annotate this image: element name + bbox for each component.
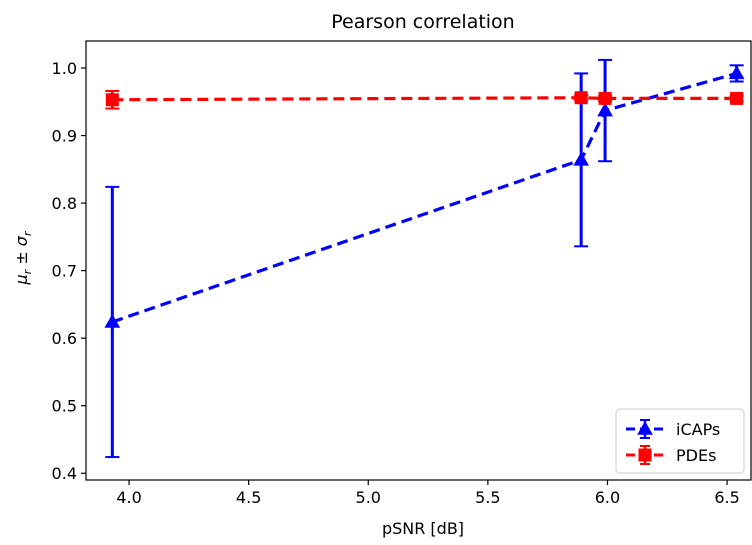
legend-marker-icaps bbox=[637, 420, 653, 435]
y-label-pm: ± bbox=[12, 246, 31, 270]
data-point-pdes bbox=[730, 91, 744, 105]
x-tick-label: 4.5 bbox=[236, 488, 261, 507]
y-label-sub-1: r bbox=[21, 268, 34, 274]
data-point-icaps bbox=[728, 65, 745, 80]
y-label-sub-2: r bbox=[21, 230, 34, 236]
y-axis-label: μr ± σr bbox=[12, 230, 34, 285]
data-point-pdes bbox=[574, 91, 588, 105]
legend-label-pdes: PDEs bbox=[676, 446, 716, 465]
series-line-icaps bbox=[111, 71, 738, 324]
y-tick-label: 0.5 bbox=[52, 397, 77, 416]
y-tick-label: 0.7 bbox=[52, 262, 77, 281]
y-tick-label: 0.4 bbox=[52, 464, 77, 483]
data-point-icaps bbox=[573, 151, 590, 166]
x-tick-label: 6.5 bbox=[714, 488, 739, 507]
legend-label-icaps: iCAPs bbox=[676, 420, 720, 439]
y-label-sigma: σ bbox=[12, 235, 31, 246]
plot-frame bbox=[85, 40, 752, 481]
legend-marker-pdes bbox=[638, 448, 652, 462]
y-tick-label: 0.8 bbox=[52, 194, 77, 213]
data-point-icaps bbox=[597, 102, 613, 117]
plot-area: 4.0 4.5 5.0 5.5 6.0 6.5 0.4 0.5 0.6 0.7 0.8 0.9 1.0 bbox=[52, 40, 752, 507]
data-point-pdes bbox=[598, 91, 612, 105]
series-line-pdes bbox=[112, 96, 737, 102]
data-point-icaps bbox=[104, 313, 121, 328]
x-tick-label: 4.0 bbox=[116, 488, 141, 507]
y-label-mu: μ bbox=[12, 274, 31, 285]
y-tick-label: 0.9 bbox=[52, 127, 77, 146]
x-tick-label: 5.0 bbox=[356, 488, 381, 507]
data-point-pdes bbox=[105, 93, 119, 107]
x-tick-label: 6.0 bbox=[595, 488, 620, 507]
x-tick-label: 5.5 bbox=[475, 488, 500, 507]
y-tick-label: 1.0 bbox=[52, 59, 77, 78]
chart-title: Pearson correlation bbox=[331, 11, 514, 33]
x-axis-label: pSNR [dB] bbox=[382, 519, 464, 538]
y-tick-label: 0.6 bbox=[52, 329, 77, 348]
legend: iCAPs PDEs bbox=[615, 408, 745, 474]
